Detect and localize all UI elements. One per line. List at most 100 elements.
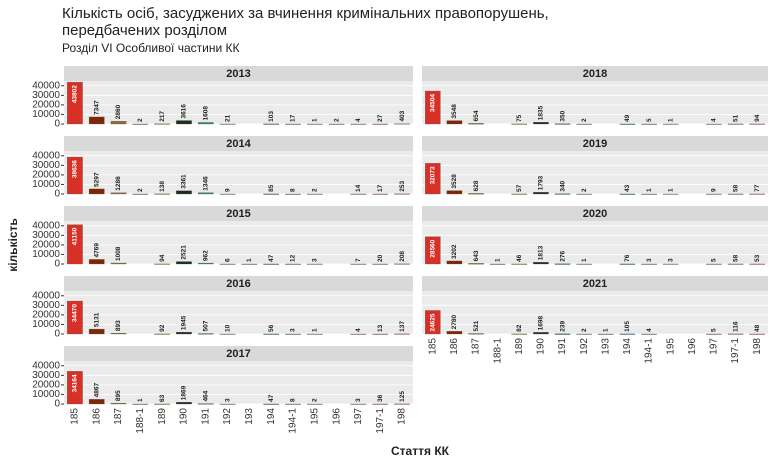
x-tick-label: 195 <box>309 408 320 425</box>
value-label: 75 <box>516 114 523 122</box>
bar <box>219 193 236 195</box>
bar <box>350 263 367 265</box>
bar <box>749 263 765 265</box>
value-label: 4 <box>355 328 362 332</box>
y-tick-label: 10000 <box>32 109 60 120</box>
value-label: 1 <box>667 118 674 122</box>
bar <box>425 163 441 195</box>
x-tick-label: 188-1 <box>492 338 503 364</box>
panel-title: 2019 <box>583 138 607 150</box>
bar <box>749 123 765 125</box>
value-label: 893 <box>115 320 122 331</box>
value-label: 4 <box>646 328 653 332</box>
bar <box>154 333 170 335</box>
bar <box>554 123 571 125</box>
value-label: 208 <box>399 251 406 262</box>
x-tick-label: 185 <box>427 338 438 355</box>
x-tick-label: 189 <box>514 338 525 355</box>
bar <box>219 123 236 125</box>
bar <box>662 123 679 125</box>
chart-title: передбачених розділом <box>62 22 227 39</box>
value-label: 125 <box>399 391 406 402</box>
value-label: 3361 <box>181 174 188 189</box>
bar <box>727 263 744 265</box>
y-tick-label: 40000 <box>32 80 60 91</box>
panel <box>422 291 768 334</box>
value-label: 1869 <box>181 385 188 400</box>
value-label: 2780 <box>451 314 458 329</box>
value-label: 2521 <box>181 245 188 260</box>
value-label: 58 <box>732 184 739 192</box>
value-label: 1 <box>312 328 319 332</box>
value-label: 17 <box>290 114 297 122</box>
value-label: 56 <box>268 324 275 332</box>
bar <box>554 193 571 195</box>
x-tick-label: 186 <box>91 408 102 425</box>
x-tick-label: 197-1 <box>730 338 741 364</box>
x-tick-label: 198 <box>397 408 408 425</box>
bar <box>263 263 280 265</box>
bar <box>511 193 528 195</box>
bar <box>619 123 636 125</box>
value-label: 4 <box>711 118 718 122</box>
value-label: 1 <box>137 398 144 402</box>
value-label: 2 <box>312 398 319 402</box>
value-label: 10 <box>224 324 231 332</box>
bar <box>576 333 592 335</box>
x-tick-label: 197 <box>709 338 720 355</box>
bar <box>619 333 636 335</box>
value-label: 53 <box>754 254 761 262</box>
bar <box>285 403 301 405</box>
bar <box>197 403 214 405</box>
bar <box>619 193 636 195</box>
value-label: 2 <box>137 118 144 122</box>
bar <box>88 328 105 335</box>
bar <box>706 263 722 265</box>
value-label: 239 <box>559 321 566 332</box>
y-tick-label: 20000 <box>32 240 60 251</box>
bar <box>372 263 389 265</box>
bar <box>285 193 301 195</box>
bar <box>110 121 127 125</box>
value-label: 138 <box>159 181 166 192</box>
value-label: 2 <box>581 328 588 332</box>
x-tick-label: 197-1 <box>375 408 386 434</box>
bar <box>154 263 170 265</box>
value-label: 2 <box>581 188 588 192</box>
bar <box>350 403 367 405</box>
bar <box>263 123 280 125</box>
value-label: 116 <box>732 321 739 332</box>
y-tick-label: 10000 <box>32 389 60 400</box>
value-label: 2 <box>333 118 340 122</box>
bar <box>446 190 463 195</box>
value-label: 1608 <box>203 106 210 121</box>
bar <box>576 123 592 125</box>
x-tick-label: 196 <box>331 408 342 425</box>
bar <box>67 156 83 195</box>
value-label: 94 <box>159 254 166 262</box>
value-label: 36 <box>377 394 384 402</box>
bar <box>468 193 484 195</box>
bar <box>154 403 170 405</box>
bar <box>576 193 592 195</box>
value-label: 49 <box>624 114 631 122</box>
bar <box>307 193 323 195</box>
value-label: 20 <box>377 254 384 262</box>
panel-title: 2017 <box>226 348 250 360</box>
value-label: 105 <box>624 321 631 332</box>
x-tick-label: 195 <box>665 338 676 355</box>
value-label: 38636 <box>72 160 79 178</box>
y-tick-label: 30000 <box>32 370 60 381</box>
x-tick-label: 190 <box>536 338 547 355</box>
value-label: 253 <box>399 181 406 192</box>
bar <box>372 403 389 405</box>
bar <box>425 90 441 125</box>
bar <box>706 333 722 335</box>
bar <box>132 403 149 405</box>
x-tick-label: 193 <box>244 408 255 425</box>
bar <box>154 193 170 195</box>
value-label: 8 <box>290 188 297 192</box>
value-label: 895 <box>115 390 122 401</box>
bar <box>88 399 105 405</box>
